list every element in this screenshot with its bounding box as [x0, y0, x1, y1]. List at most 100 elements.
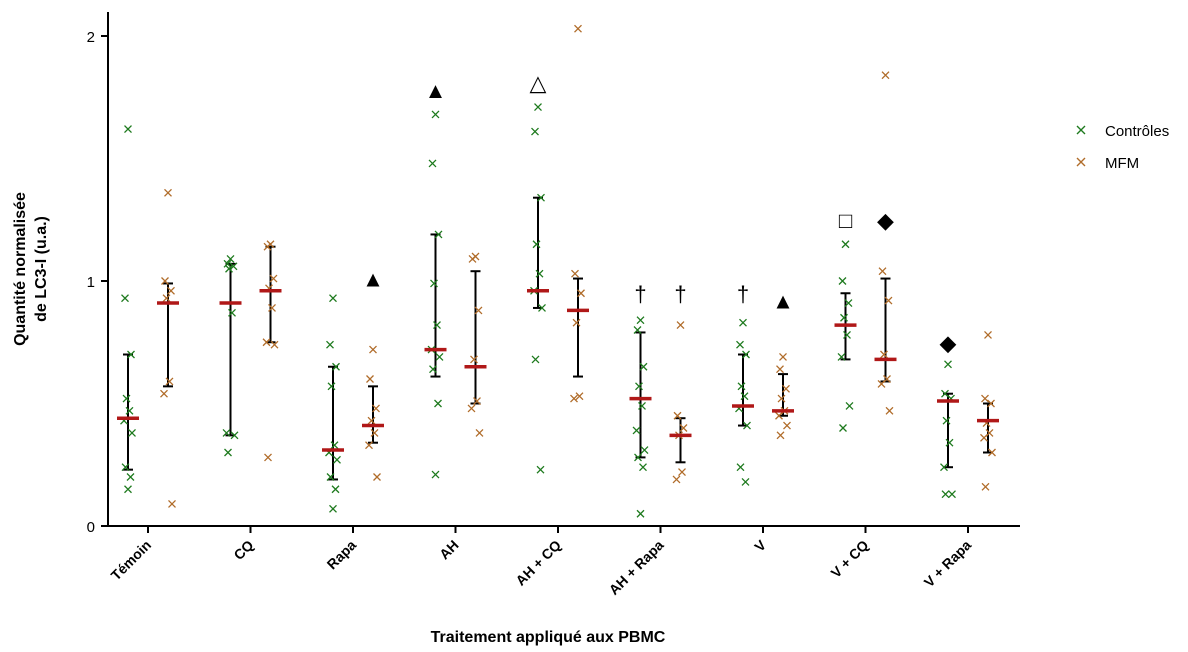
data-point	[878, 267, 887, 276]
data-point	[124, 125, 132, 134]
median-lines	[117, 289, 999, 452]
data-point	[843, 330, 851, 339]
x-tick-label: V	[751, 536, 769, 554]
data-point	[264, 453, 272, 462]
data-point	[570, 394, 578, 403]
data-point	[165, 377, 174, 386]
data-point	[329, 294, 337, 303]
significance-marker: □	[839, 208, 852, 233]
data-point	[538, 303, 546, 312]
y-axis-title-line1: Quantité normalisée	[12, 192, 29, 346]
data-point	[837, 352, 846, 361]
data-point	[948, 490, 956, 499]
data-point	[633, 326, 642, 334]
data-point	[636, 509, 645, 518]
legend-marker	[1076, 125, 1086, 135]
data-point	[884, 296, 893, 305]
data-point	[433, 321, 441, 330]
significance-marker: †	[674, 281, 686, 306]
data-point	[222, 428, 231, 437]
data-point	[639, 463, 647, 472]
data-point	[575, 392, 584, 401]
y-tick-label: 1	[87, 274, 95, 291]
x-tick-label: AH + CQ	[512, 537, 564, 589]
legend-label: MFM	[1105, 155, 1139, 172]
data-point	[372, 404, 380, 413]
data-point	[470, 355, 478, 364]
data-point	[126, 473, 135, 481]
data-point	[428, 159, 437, 168]
x-tick-label: V + Rapa	[921, 537, 975, 591]
data-point	[572, 318, 581, 327]
data-point	[535, 269, 544, 278]
data-point	[777, 394, 786, 403]
data-point	[944, 360, 952, 369]
data-point	[431, 110, 440, 119]
data-point	[164, 188, 172, 197]
data-point	[468, 254, 477, 263]
data-point	[531, 127, 539, 136]
data-point	[634, 453, 642, 462]
data-point	[467, 404, 476, 413]
data-point	[984, 330, 992, 339]
data-point	[326, 473, 335, 481]
data-points	[120, 24, 996, 518]
data-point	[673, 411, 682, 420]
data-point	[743, 421, 751, 430]
data-point	[534, 103, 542, 112]
data-point	[263, 242, 272, 251]
data-point	[329, 504, 337, 513]
data-point	[981, 482, 990, 491]
data-point	[431, 470, 440, 479]
data-point	[782, 384, 790, 393]
data-point	[981, 394, 989, 403]
data-point	[881, 71, 890, 80]
x-tick-label: AH + Rapa	[606, 537, 667, 598]
data-point	[638, 401, 646, 410]
data-point	[739, 318, 747, 327]
data-point	[161, 277, 169, 285]
data-point	[844, 299, 853, 308]
error-bars	[123, 196, 993, 481]
x-tick-label: V + CQ	[828, 537, 872, 581]
data-point	[577, 289, 585, 298]
data-point	[532, 240, 541, 249]
data-point	[367, 416, 376, 425]
data-point	[845, 401, 854, 410]
y-tick-label: 2	[87, 29, 95, 46]
data-point	[326, 340, 334, 349]
y-axis-title-line2: de LC3-I (u.a.)	[33, 216, 50, 322]
significance-marker: †	[634, 281, 646, 306]
significance-marker: ▲	[772, 289, 794, 314]
significance-marker: ▲	[362, 267, 384, 292]
data-point	[531, 355, 540, 364]
data-point	[942, 416, 951, 425]
data-point	[369, 345, 377, 354]
significance-annotations: ▲ ▲ △ † † † ▲ □ ◆ ◆	[362, 71, 956, 356]
significance-marker: △	[530, 71, 547, 96]
significance-marker: ▲	[425, 78, 447, 103]
data-point	[229, 262, 238, 271]
significance-marker: †	[737, 281, 749, 306]
data-point	[429, 365, 437, 374]
data-point	[365, 441, 373, 450]
y-ticks: 0 1 2	[87, 29, 108, 536]
data-point	[121, 463, 130, 472]
data-point	[885, 406, 894, 415]
data-point	[736, 340, 744, 349]
data-point	[988, 448, 996, 457]
data-point	[473, 397, 481, 406]
data-point	[880, 350, 888, 359]
data-point	[678, 468, 686, 477]
data-point	[740, 392, 749, 401]
data-point	[776, 365, 784, 374]
data-point	[779, 352, 787, 361]
data-point	[987, 399, 995, 408]
data-point	[945, 438, 954, 447]
data-point	[224, 448, 232, 457]
data-point	[940, 463, 948, 472]
data-point	[127, 350, 135, 359]
data-point	[537, 193, 545, 202]
